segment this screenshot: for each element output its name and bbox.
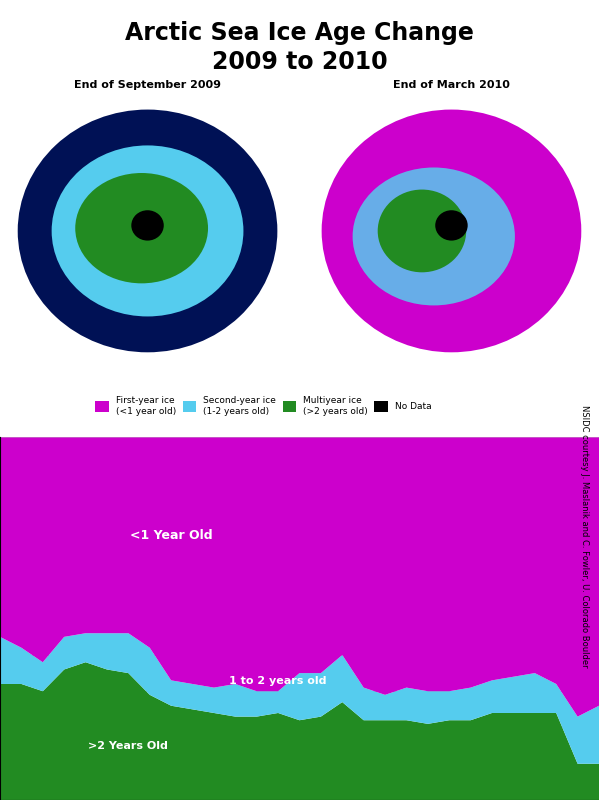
Circle shape xyxy=(131,210,164,241)
Text: <1 Year Old: <1 Year Old xyxy=(130,529,213,542)
Ellipse shape xyxy=(322,110,581,352)
Text: 2009 to 2010: 2009 to 2010 xyxy=(211,50,388,74)
Legend: First-year ice
(<1 year old), Second-year ice
(1-2 years old), Multiyear ice
(>2: First-year ice (<1 year old), Second-yea… xyxy=(92,393,435,419)
Text: End of September 2009: End of September 2009 xyxy=(74,80,221,90)
Text: NSIDC courtesy J. Maslanik and C. Fowler, U. Colorado Boulder: NSIDC courtesy J. Maslanik and C. Fowler… xyxy=(579,405,589,667)
Ellipse shape xyxy=(378,190,466,272)
Text: End of March 2010: End of March 2010 xyxy=(393,80,510,90)
Text: Arctic Sea Ice Age Change: Arctic Sea Ice Age Change xyxy=(125,21,474,45)
Circle shape xyxy=(435,210,468,241)
Ellipse shape xyxy=(75,173,208,283)
Ellipse shape xyxy=(18,110,277,352)
Ellipse shape xyxy=(52,146,243,317)
Text: 1 to 2 years old: 1 to 2 years old xyxy=(229,676,327,686)
Ellipse shape xyxy=(353,167,515,306)
Text: >2 Years Old: >2 Years Old xyxy=(89,742,168,751)
